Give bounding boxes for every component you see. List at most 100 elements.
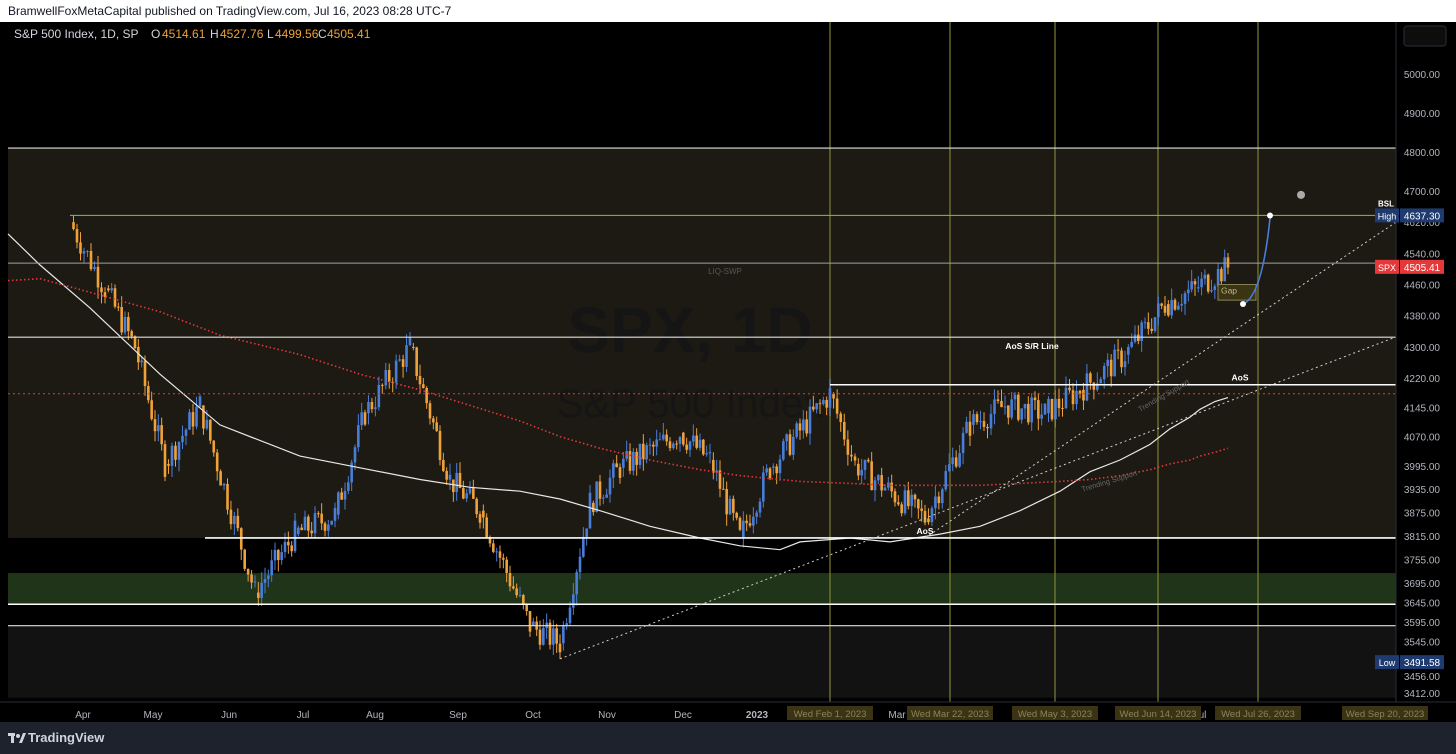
candle-body: [748, 523, 752, 526]
candle-body: [532, 621, 535, 626]
legend-high-value: 4527.76: [220, 27, 264, 41]
candle-body: [1197, 287, 1200, 289]
date-marker-label: Wed Jun 14, 2023: [1120, 709, 1197, 720]
candle-body: [475, 498, 478, 515]
candle-body: [1000, 400, 1003, 408]
low-badge-label: Low: [1379, 658, 1396, 668]
candle-body: [485, 517, 488, 538]
date-marker-label: Wed May 3, 2023: [1018, 709, 1092, 720]
candle-body: [678, 437, 682, 444]
candle-body: [1226, 257, 1230, 268]
price-chart[interactable]: SPX, 1D S&P 500 Index LIQ-SWP AoS S/R Lin…: [0, 22, 1456, 722]
candle-body: [374, 407, 377, 410]
y-tick-label: 4380.00: [1404, 312, 1441, 323]
y-tick-label: 3412.00: [1404, 689, 1441, 700]
candle-body: [762, 472, 765, 502]
candle-body: [1043, 403, 1047, 415]
candle-body: [812, 406, 815, 410]
candle-body: [718, 470, 722, 489]
candle-body: [263, 579, 267, 583]
candle-body: [515, 588, 518, 596]
candle-body: [1210, 289, 1213, 292]
candle-body: [1071, 390, 1075, 405]
legend-close-label: C: [318, 27, 327, 41]
y-tick-label: 4460.00: [1404, 281, 1441, 292]
candle-body: [692, 435, 695, 442]
candle-body: [986, 426, 989, 429]
candle-body: [1220, 268, 1223, 282]
candle-body: [512, 586, 515, 589]
candle-body: [822, 400, 825, 404]
chart-menu-button[interactable]: [1403, 25, 1447, 47]
bsl-label: BSL: [1378, 200, 1394, 209]
candle-body: [702, 439, 705, 455]
candle-body: [568, 607, 572, 624]
candle-body: [280, 552, 283, 561]
date-marker-box: [787, 706, 873, 720]
candle-body: [522, 595, 525, 605]
candle-body: [975, 414, 979, 423]
candle-body: [1089, 373, 1092, 383]
watermark-name: S&P 500 Index: [557, 382, 823, 426]
y-tick-label: 4700.00: [1404, 187, 1441, 198]
candle-body: [880, 475, 883, 491]
candle-body: [1173, 299, 1177, 310]
candle-body: [755, 512, 758, 517]
candle-body: [1140, 322, 1143, 342]
candle-body: [1160, 303, 1163, 306]
candle-body: [86, 251, 89, 253]
candle-body: [482, 510, 485, 518]
candle-body: [578, 556, 582, 573]
candle-body: [900, 504, 903, 514]
moving-average-white: [7, 233, 1229, 551]
candle-body: [327, 524, 330, 531]
candle-body: [645, 445, 648, 460]
footer-brand: TradingView: [28, 730, 105, 745]
date-marker-label: Wed Feb 1, 2023: [794, 709, 867, 720]
candle-body: [705, 453, 708, 455]
candle-body: [195, 406, 198, 427]
candle-body: [293, 520, 297, 552]
candle-body: [989, 413, 993, 429]
candle-body: [768, 468, 772, 479]
candle-body: [860, 469, 863, 476]
price-axis[interactable]: [1396, 22, 1456, 722]
candle-body: [1109, 359, 1113, 377]
candle-body: [297, 527, 300, 535]
candle-body: [993, 399, 996, 414]
candle-body: [842, 421, 846, 440]
candle-body: [1047, 398, 1050, 414]
x-tick-label: Jul: [297, 710, 310, 721]
candle-body: [612, 463, 615, 478]
candle-body: [215, 452, 219, 472]
alert-icon[interactable]: [1297, 190, 1305, 199]
candle-body: [425, 387, 428, 404]
candle-body: [805, 419, 808, 434]
date-marker-box: [1012, 706, 1098, 720]
candle-body: [1033, 397, 1037, 401]
candle-body: [1068, 387, 1071, 391]
candle-body: [708, 452, 712, 454]
candle-body: [947, 464, 951, 472]
date-marker-label: Wed Mar 22, 2023: [911, 709, 989, 720]
candle-body: [313, 513, 317, 534]
candle-body: [772, 466, 775, 468]
candle-body: [1167, 304, 1170, 316]
candle-body: [239, 528, 243, 550]
candle-body: [725, 489, 728, 515]
candle-body: [1023, 403, 1027, 409]
high-badge-label: High: [1378, 211, 1397, 221]
candle-body: [618, 467, 622, 478]
y-tick-label: 4620.00: [1404, 218, 1441, 229]
candle-body: [732, 498, 735, 513]
footer-bar: TradingView: [0, 722, 1456, 754]
candle-body: [246, 568, 250, 575]
candle-body: [198, 396, 202, 407]
chart-area[interactable]: SPX, 1D S&P 500 Index LIQ-SWP AoS S/R Lin…: [0, 22, 1456, 722]
candle-body: [191, 412, 195, 427]
candle-body: [1206, 274, 1210, 292]
candle-body: [883, 487, 887, 491]
candle-body: [873, 480, 877, 491]
candle-body: [712, 459, 715, 473]
candle-body: [941, 489, 944, 504]
